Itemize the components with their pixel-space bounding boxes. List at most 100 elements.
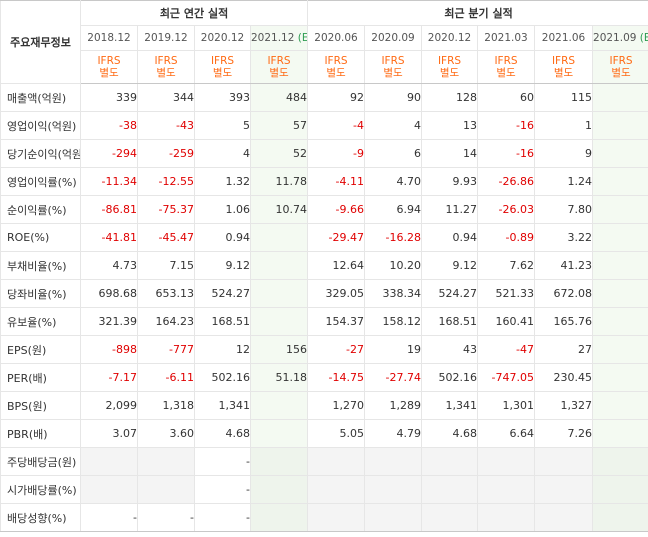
value-cell: 524.27 <box>421 279 479 308</box>
value-cell: 1,327 <box>534 391 594 420</box>
value-cell: 51.18 <box>249 363 309 392</box>
value-cell: 14 <box>421 139 479 168</box>
value-cell: 10.74 <box>249 195 309 224</box>
value-cell: 4.68 <box>194 419 251 448</box>
value-cell: 698.68 <box>80 279 138 308</box>
ifrs-label: IFRS <box>437 55 462 67</box>
value-cell: -38 <box>80 111 138 140</box>
value-cell: 11.27 <box>421 195 479 224</box>
value-cell: - <box>137 503 195 532</box>
row-label: 영업이익률(%) <box>0 167 81 196</box>
value-cell: -7.17 <box>80 363 138 392</box>
value-cell: 1.32 <box>194 167 251 196</box>
value-cell <box>592 447 648 476</box>
ifrs-badge: IFRS 별도 <box>534 50 594 84</box>
period-label: 2020.06 <box>314 32 358 44</box>
value-cell: 60 <box>477 83 536 112</box>
table-row: 매출액(억원) 339 344 393 484 92 90 128 60 115 <box>0 83 648 112</box>
value-cell: 27 <box>534 335 594 364</box>
value-cell: 165.76 <box>534 307 594 336</box>
period-header: 2020.09 <box>364 25 423 51</box>
value-cell: -898 <box>80 335 138 364</box>
value-cell: 160.41 <box>477 307 536 336</box>
value-cell: - <box>194 447 251 476</box>
annual-group-header: 최근 연간 실적 <box>79 0 309 26</box>
value-cell: 7.15 <box>137 251 195 280</box>
value-cell: 154.37 <box>307 307 366 336</box>
value-cell <box>364 447 423 476</box>
value-cell: -75.37 <box>137 195 195 224</box>
row-label: PER(배) <box>0 363 81 392</box>
value-cell <box>364 475 423 504</box>
period-header: 2021.09 (E) <box>592 25 648 51</box>
value-cell: 7.80 <box>534 195 594 224</box>
table-row: 영업이익률(%) -11.34 -12.55 1.32 11.78 -4.11 4.70 9.… <box>0 167 648 196</box>
table-row: 순이익률(%) -86.81 -75.37 1.06 10.74 -9.66 6.94 11.… <box>0 195 648 224</box>
table-row: 유보율(%) 321.39 164.23 168.51 154.37 158.12 168.… <box>0 307 648 336</box>
period-label: 2020.09 <box>371 32 415 44</box>
period-label: 2021.12 <box>251 32 295 44</box>
value-cell: 1,341 <box>194 391 251 420</box>
ifrs-label: IFRS <box>609 55 633 67</box>
value-cell: 1,270 <box>307 391 366 420</box>
ifrs-badge: IFRS 별도 <box>194 50 251 84</box>
value-cell: -777 <box>137 335 195 364</box>
row-label: 당기순이익(억원) <box>0 139 81 168</box>
value-cell: -45.47 <box>137 223 195 252</box>
value-cell: -747.05 <box>477 363 536 392</box>
row-label: PBR(배) <box>0 419 81 448</box>
value-cell <box>592 111 648 140</box>
value-cell: 128 <box>421 83 479 112</box>
ifrs-label: IFRS <box>210 55 235 67</box>
value-cell <box>592 251 648 280</box>
row-label: 유보율(%) <box>0 307 81 336</box>
value-cell <box>592 475 648 504</box>
value-cell <box>249 447 309 476</box>
value-cell <box>592 195 648 224</box>
value-cell: 1,318 <box>137 391 195 420</box>
period-label: 2021.03 <box>484 32 528 44</box>
ifrs-badge: IFRS 별도 <box>137 50 195 84</box>
value-cell: -26.03 <box>477 195 536 224</box>
value-cell <box>421 503 479 532</box>
value-cell: 1.06 <box>194 195 251 224</box>
value-cell: -43 <box>137 111 195 140</box>
value-cell <box>249 279 309 308</box>
separate-basis-label: 별도 <box>496 67 516 79</box>
value-cell <box>477 447 536 476</box>
value-cell <box>421 447 479 476</box>
ifrs-badge: IFRS 별도 <box>307 50 366 84</box>
row-label: 매출액(억원) <box>0 83 81 112</box>
value-cell: 11.78 <box>249 167 309 196</box>
value-cell <box>592 335 648 364</box>
value-cell: 90 <box>364 83 423 112</box>
value-cell <box>249 391 309 420</box>
value-cell: 521.33 <box>477 279 536 308</box>
ifrs-badge: IFRS 별도 <box>477 50 536 84</box>
value-cell: -86.81 <box>80 195 138 224</box>
value-cell: - <box>194 503 251 532</box>
row-label: EPS(원) <box>0 335 81 364</box>
value-cell <box>307 447 366 476</box>
value-cell: -16 <box>477 111 536 140</box>
value-cell: 13 <box>421 111 479 140</box>
row-label: 당좌비율(%) <box>0 279 81 308</box>
value-cell: 57 <box>249 111 309 140</box>
separate-basis-label: 별도 <box>212 67 233 79</box>
row-label: 부채비율(%) <box>0 251 81 280</box>
corner-label: 주요재무정보 <box>0 0 81 84</box>
value-cell: 12 <box>194 335 251 364</box>
separate-basis-label: 별도 <box>99 67 119 79</box>
value-cell <box>477 475 536 504</box>
value-cell <box>592 223 648 252</box>
ifrs-badge: IFRS 별도 <box>421 50 479 84</box>
value-cell: 230.45 <box>534 363 594 392</box>
ifrs-label: IFRS <box>551 55 576 67</box>
value-cell: 672.08 <box>534 279 594 308</box>
value-cell: -26.86 <box>477 167 536 196</box>
value-cell: 1,301 <box>477 391 536 420</box>
value-cell <box>80 447 138 476</box>
value-cell: 4.73 <box>80 251 138 280</box>
value-cell <box>477 503 536 532</box>
table-row: 주당배당금(원) - <box>0 447 648 476</box>
